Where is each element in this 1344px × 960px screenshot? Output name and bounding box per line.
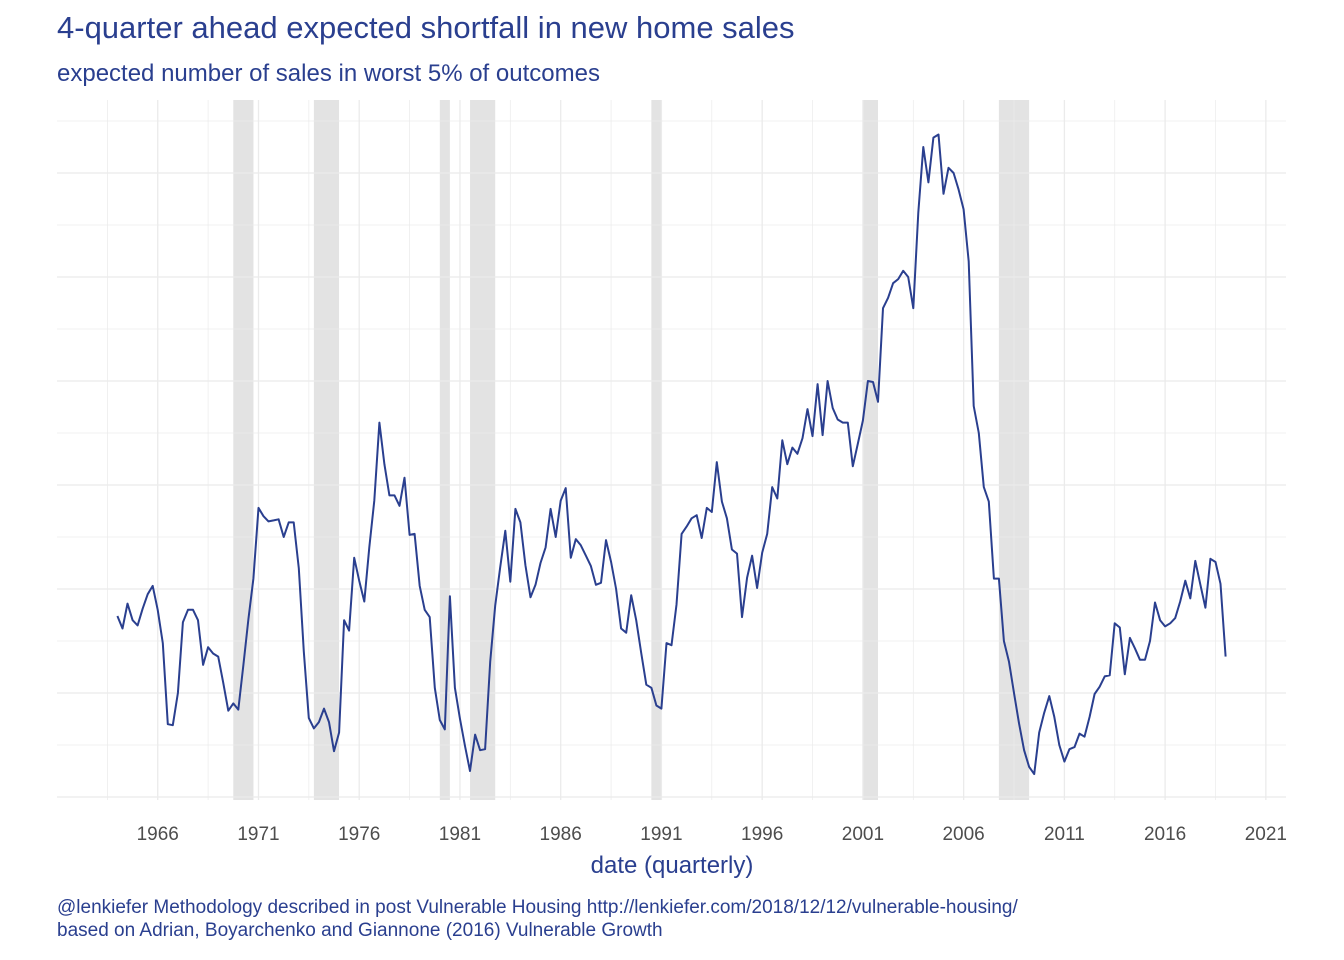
caption-line-1: @lenkiefer Methodology described in post… [57, 897, 1018, 918]
gridlines [57, 100, 1286, 800]
series-line [116, 133, 1227, 776]
chart-subtitle: expected number of sales in worst 5% of … [57, 60, 600, 87]
recession-band [313, 100, 340, 800]
x-tick-labels: 1966 1971 1976 1981 1986 1991 1996 2001 2006 2011… [137, 824, 1287, 845]
x-tick-label: 1996 [741, 824, 783, 845]
chart-title: 4-quarter ahead expected shortfall in ne… [57, 10, 795, 45]
x-tick-label: 1981 [439, 824, 481, 845]
series-line-layer [116, 133, 1227, 776]
x-tick-label: 1991 [640, 824, 682, 845]
x-tick-label: 2016 [1144, 824, 1186, 845]
x-tick-label: 1976 [338, 824, 380, 845]
caption: @lenkiefer Methodology described in post… [57, 896, 1018, 942]
x-axis-title: date (quarterly) [591, 852, 754, 879]
x-tick-label: 2006 [942, 824, 984, 845]
recession-band [651, 100, 662, 800]
recession-shading-layer [233, 100, 1030, 800]
x-tick-label: 1986 [540, 824, 582, 845]
x-tick-label: 2021 [1245, 824, 1287, 845]
caption-line-2: based on Adrian, Boyarchenko and Giannon… [57, 920, 663, 941]
recession-band [233, 100, 254, 800]
x-tick-label: 1966 [137, 824, 179, 845]
x-tick-label: 2001 [842, 824, 884, 845]
x-tick-label: 2011 [1044, 824, 1085, 845]
recession-band [862, 100, 879, 800]
recession-band [470, 100, 496, 800]
recession-band [439, 100, 450, 800]
x-tick-label: 1971 [237, 824, 279, 845]
